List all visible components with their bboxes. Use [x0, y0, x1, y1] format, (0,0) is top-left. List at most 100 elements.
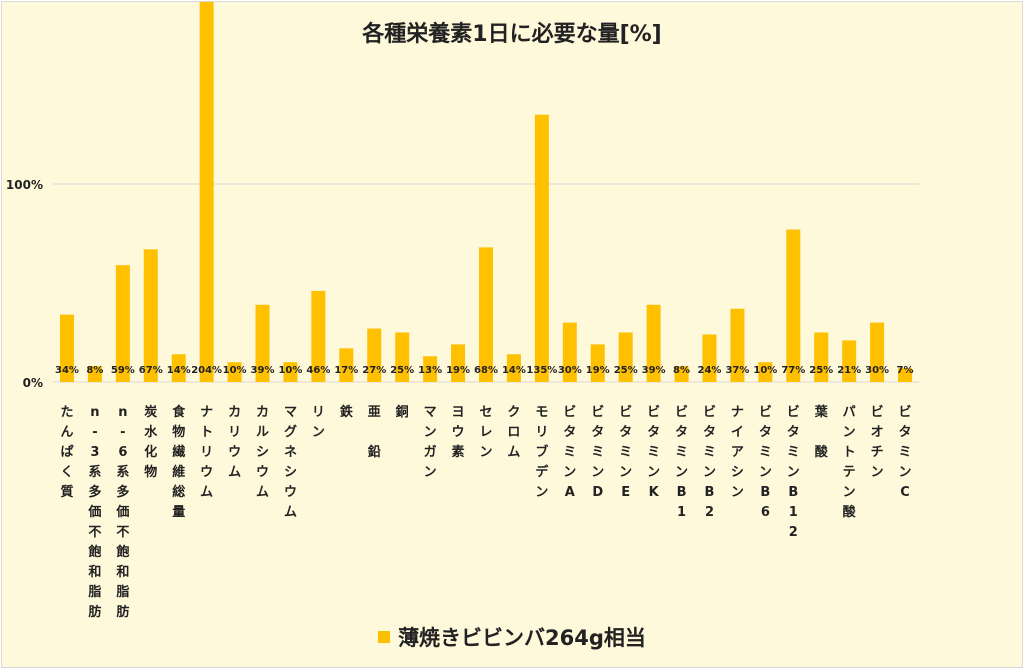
bar: [199, 2, 214, 383]
bar: [842, 340, 857, 382]
bar: [283, 362, 298, 382]
category-label: ビタミン E: [619, 404, 632, 500]
data-label: 10%: [278, 365, 302, 376]
bar: [59, 314, 74, 382]
bar: [367, 328, 382, 382]
data-label: 46%: [306, 365, 330, 376]
data-label: 37%: [725, 365, 749, 376]
bar: [423, 356, 438, 382]
bar: [171, 354, 186, 382]
category-label: n-3系多価不飽和脂肪酸: [87, 405, 102, 622]
data-label: 10%: [223, 365, 247, 376]
data-label: 14%: [167, 365, 191, 376]
category-label: ビタミン C: [899, 404, 912, 500]
bar: [590, 344, 605, 382]
data-label: 25%: [809, 365, 833, 376]
data-label: 39%: [642, 365, 666, 376]
bar: [646, 304, 661, 382]
y-tick-label: 0%: [23, 376, 43, 390]
data-label: 13%: [418, 365, 442, 376]
data-label: 8%: [86, 365, 103, 376]
data-label: 7%: [897, 365, 914, 376]
bar: [730, 308, 745, 382]
category-label: ビオチン: [871, 404, 884, 480]
category-label: たんぱく質: [60, 405, 73, 500]
data-label: 19%: [586, 365, 610, 376]
data-label: 34%: [55, 365, 79, 376]
data-label: 25%: [390, 365, 414, 376]
category-label: カルシウム: [256, 405, 269, 500]
data-label: 30%: [558, 365, 582, 376]
category-label: ビタミン B 2: [703, 404, 716, 520]
bar: [562, 322, 577, 382]
category-label: リン: [312, 405, 325, 440]
legend: 薄焼きビビンバ264g相当: [2, 622, 1022, 652]
category-label: ビタミン D: [591, 404, 604, 500]
category-label: ナトリウム: [200, 405, 213, 500]
category-label: マグネシウム: [284, 405, 297, 520]
legend-label: 薄焼きビビンバ264g相当: [398, 626, 646, 650]
bar: [898, 368, 913, 382]
category-label: パントテン酸: [843, 405, 857, 520]
bar: [451, 344, 466, 382]
data-label: 8%: [673, 365, 690, 376]
category-label: セレン: [479, 405, 492, 460]
bar: [255, 304, 270, 382]
category-label: マンガン: [424, 405, 437, 480]
data-label: 27%: [362, 365, 386, 376]
bar: [814, 332, 829, 382]
data-label: 67%: [139, 365, 163, 376]
bar: [311, 290, 326, 382]
category-label: 食物繊維総量: [172, 404, 186, 520]
category-label: 銅: [396, 404, 409, 420]
bar: [395, 332, 410, 382]
category-label: ビタミン B 1 2: [787, 404, 800, 540]
data-label: 39%: [251, 365, 275, 376]
data-label: 19%: [446, 365, 470, 376]
category-label: ビタミン B 1: [675, 404, 688, 520]
category-label: 亜 鉛: [368, 405, 381, 460]
category-label: ヨウ素: [452, 405, 465, 460]
data-label: 21%: [837, 365, 861, 376]
bar: [786, 229, 801, 382]
data-label: 25%: [614, 365, 638, 376]
data-label: 204%: [191, 365, 222, 376]
category-label: カリウム: [228, 405, 241, 480]
category-label: n-6系多価不飽和脂肪酸: [115, 405, 130, 622]
data-label: 30%: [865, 365, 889, 376]
bar-chart: 0% 100% 34% たんぱく質 8% n-3系多価不飽和脂肪酸 59% n-6系多価不飽和…: [6, 2, 919, 622]
category-label: ビタミン A: [563, 404, 576, 500]
data-label: 59%: [111, 365, 135, 376]
bar: [674, 366, 689, 382]
y-tick-label: 100%: [6, 178, 43, 192]
category-label: ナイアシン: [731, 405, 744, 500]
bar: [479, 247, 493, 382]
category-label: モリブデン: [535, 405, 549, 500]
bar: [143, 249, 158, 382]
bar: [534, 114, 549, 382]
data-label: 17%: [334, 365, 358, 376]
legend-swatch: [378, 631, 391, 643]
category-label: ビタミン B 6: [759, 404, 772, 520]
category-label: 鉄: [340, 404, 353, 420]
data-label: 24%: [698, 365, 722, 376]
category-label: 葉 酸: [814, 404, 829, 460]
category-label: ビタミン K: [647, 404, 660, 500]
data-label: 135%: [526, 365, 557, 376]
bar: [339, 348, 354, 382]
bar: [618, 332, 633, 382]
data-label: 77%: [781, 365, 805, 376]
bar: [506, 354, 521, 382]
category-label: クロム: [507, 405, 520, 460]
chart-title: 各種栄養素1日に必要な量[%]: [362, 22, 662, 47]
category-label: 炭水化物: [144, 404, 158, 480]
bar: [87, 366, 102, 382]
bar: [758, 362, 773, 382]
bar: [702, 334, 717, 382]
bar: [227, 362, 242, 382]
bar: [870, 322, 885, 382]
data-label: 14%: [502, 365, 526, 376]
bar: [115, 265, 130, 382]
data-label: 68%: [474, 365, 498, 376]
